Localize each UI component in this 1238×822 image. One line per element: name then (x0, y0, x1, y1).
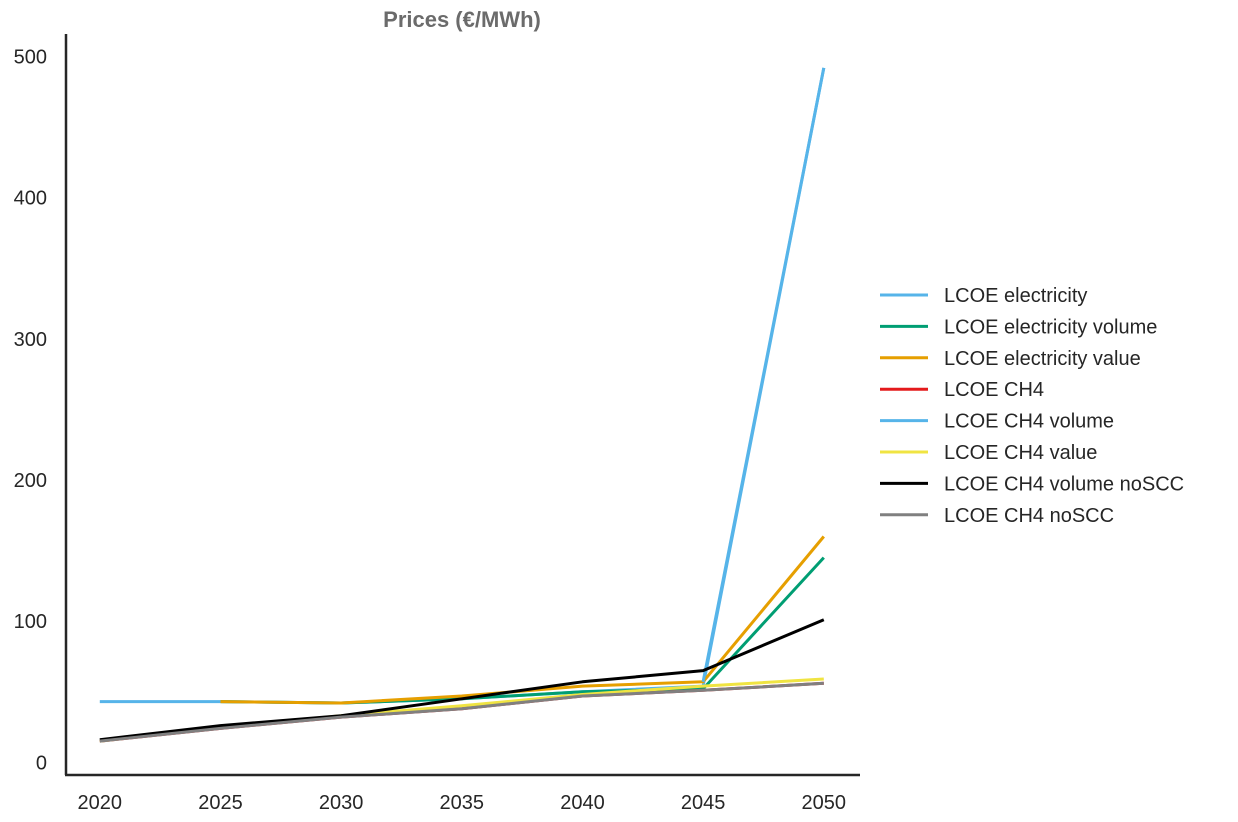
x-tick-label: 2040 (560, 792, 605, 814)
axes (64, 34, 860, 777)
x-tick-label: 2045 (681, 792, 726, 814)
y-tick-label: 400 (14, 188, 47, 210)
y-tick-labels: 0 100 200 300 400 500 (14, 47, 47, 775)
chart-title: Prices (€/MWh) (383, 7, 541, 32)
x-tick-label: 2030 (319, 792, 364, 814)
legend-label: LCOE CH4 value (944, 442, 1097, 464)
legend-label: LCOE CH4 volume (944, 411, 1114, 433)
y-tick-label: 200 (14, 470, 47, 492)
legend: LCOE electricity LCOE electricity volume L… (880, 285, 1184, 527)
series-line-5 (701, 67, 826, 683)
series-line-7 (99, 618, 825, 742)
y-tick-label: 0 (36, 752, 47, 774)
y-tick-label: 500 (14, 47, 47, 69)
x-tick-label: 2025 (198, 792, 243, 814)
legend-label: LCOE electricity value (944, 348, 1141, 370)
legend-label: LCOE CH4 (944, 379, 1044, 401)
legend-label: LCOE electricity volume (944, 316, 1157, 338)
y-tick-label: 100 (14, 611, 47, 633)
legend-label: LCOE CH4 noSCC (944, 505, 1114, 527)
series-line-1 (99, 67, 826, 705)
series-line-3 (220, 535, 825, 705)
legend-label: LCOE electricity (944, 285, 1087, 307)
x-tick-label: 2050 (802, 792, 847, 814)
x-tick-label: 2020 (78, 792, 123, 814)
series-line-8 (99, 681, 824, 743)
series-line-2 (220, 556, 825, 705)
y-tick-label: 300 (14, 329, 47, 351)
plot-area (99, 67, 826, 743)
x-tick-label: 2035 (440, 792, 485, 814)
series-line-4 (99, 681, 824, 743)
legend-label: LCOE CH4 volume noSCC (944, 473, 1184, 495)
x-tick-labels: 2020 2025 2030 2035 2040 2045 2050 (78, 792, 847, 814)
